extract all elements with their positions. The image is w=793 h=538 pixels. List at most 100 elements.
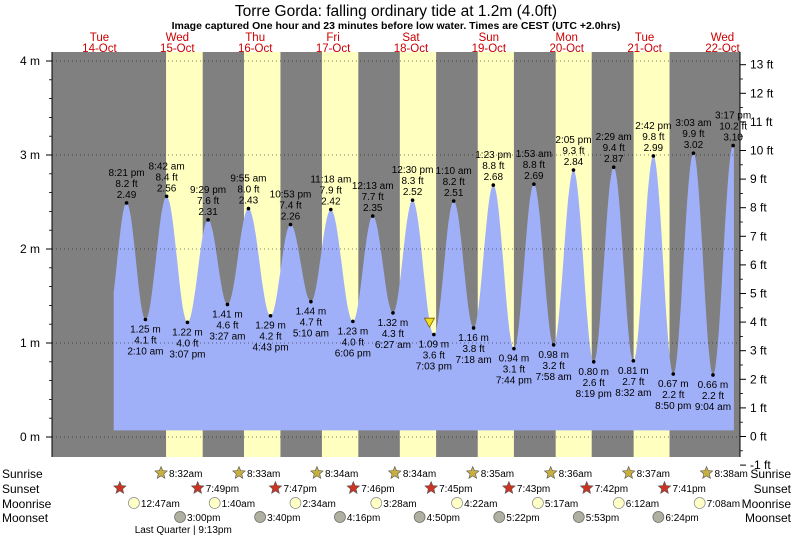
sunrise-time: 8:35am [481,469,514,480]
sunset-icon [501,480,516,494]
tide-height-ft: 9.8 ft [642,132,664,143]
right-tick-label: 2 ft [750,372,767,386]
tide-height-ft: 3.1 ft [503,365,525,376]
sunrise-icon [154,465,168,479]
tide-height-m: 2.99 [644,143,664,154]
sunrise-time: 8:36am [559,469,592,480]
tide-point [691,151,696,155]
tide-height-ft: 7.9 ft [320,186,342,197]
tide-point [711,373,715,377]
tide-time: 6:06 pm [335,348,371,359]
tide-time: 9:29 pm [190,185,226,196]
day-name: Tue [90,32,109,44]
tide-point [185,320,190,325]
sunset-time: 7:49pm [206,484,239,495]
sunrise-time: 8:32am [169,469,202,480]
tide-point [410,198,415,202]
tide-point [651,154,656,158]
moon-phase-label: Last Quarter | 9:13pm [135,525,232,536]
sunrise-icon [465,465,480,479]
tide-height-m: 1.32 m [378,318,409,329]
tide-height-m: 0.66 m [698,380,729,391]
tide-time: 8:21 pm [108,168,144,179]
sunrise-icon [621,465,636,479]
tide-height-ft: 4.0 ft [342,337,364,348]
day-name: Sat [402,32,420,44]
right-tick-label: 4 ft [750,315,767,329]
tide-point [512,346,516,351]
moonset-time: 5:22pm [506,513,539,524]
moonrise-icon [289,497,302,509]
row-label-left-sunrise: Sunrise [2,467,43,481]
sunrise-time: 8:34am [403,469,436,480]
sunset-icon [268,480,283,494]
sunrise-icon [310,465,324,479]
tide-time: 2:10 am [127,347,163,358]
moonrise-time: 4:22am [464,499,497,510]
tide-height-m: 0.80 m [578,367,609,378]
moonrise-time: 6:12am [626,499,659,510]
day-name: Wed [711,32,734,44]
moonrise-icon [693,497,706,509]
tide-height-ft: 8.3 ft [401,176,423,187]
tide-height-m: 3.02 [684,140,704,151]
moonrise-icon [451,497,463,509]
sunset-icon [424,480,439,494]
tide-time: 7:44 pm [496,376,532,387]
sunset-time: 7:42pm [595,484,628,495]
row-label-right-sunrise: Sunrise [750,467,791,481]
tide-point [329,207,333,212]
tide-height-m: 2.56 [157,183,177,194]
tide-point [571,168,576,172]
tide-height-m: 2.51 [444,188,464,199]
tide-time: 1:23 pm [475,150,511,161]
tide-height-m: 2.87 [604,154,624,165]
moonset-icon [493,511,506,523]
sunrise-icon [699,465,714,479]
tide-time: 4:43 pm [252,343,288,354]
tide-height-ft: 8.4 ft [155,172,177,183]
moonrise-time: 12:47am [141,499,180,510]
tide-point [309,299,313,304]
chart-title: Torre Gorda: falling ordinary tide at 1.… [235,3,557,20]
day-name: Sun [479,32,499,44]
tide-height-ft: 2.7 ft [622,377,644,388]
sunset-time: 7:45pm [439,484,472,495]
tide-time: 1:10 am [436,166,472,177]
tide-time: 8:19 pm [576,389,612,400]
tide-height-ft: 4.0 ft [176,338,198,349]
tide-time: 10:53 pm [270,190,312,201]
gridlines [52,60,740,438]
sunrise-time: 8:33am [247,469,280,480]
right-tick-label: 6 ft [750,258,767,272]
tide-point [288,222,293,227]
tide-point [471,326,476,330]
tide-time: 2:05 pm [555,135,591,146]
tide-point [631,359,636,363]
tide-point [532,182,536,186]
moonrise-time: 7:08am [707,499,740,510]
tide-point [432,332,436,337]
day-name: Mon [556,32,578,44]
tide-height-m: 1.22 m [172,327,203,338]
sunset-time: 7:43pm [517,484,550,495]
left-tick-label: 0 m [20,430,40,444]
tide-height-m: 1.25 m [130,325,161,336]
tide-height-m: 1.09 m [419,340,450,351]
right-tick-label: 0 ft [750,430,767,444]
tide-time: 3:17 pm [715,111,751,122]
moonrise-icon [532,497,544,509]
tide-height-m: 0.98 m [538,350,569,361]
tide-point [225,302,230,307]
row-label-right-sunset: Sunset [754,482,792,496]
tide-time: 8:42 am [149,161,185,172]
tide-time: 3:03 am [675,118,711,129]
tide-height-ft: 2.2 ft [702,391,724,402]
row-label-left-sunset: Sunset [2,482,40,496]
tide-height-m: 2.43 [239,196,259,207]
moonset-icon [174,511,186,523]
tide-height-ft: 9.4 ft [603,143,625,154]
tide-time: 3:07 pm [169,349,205,360]
